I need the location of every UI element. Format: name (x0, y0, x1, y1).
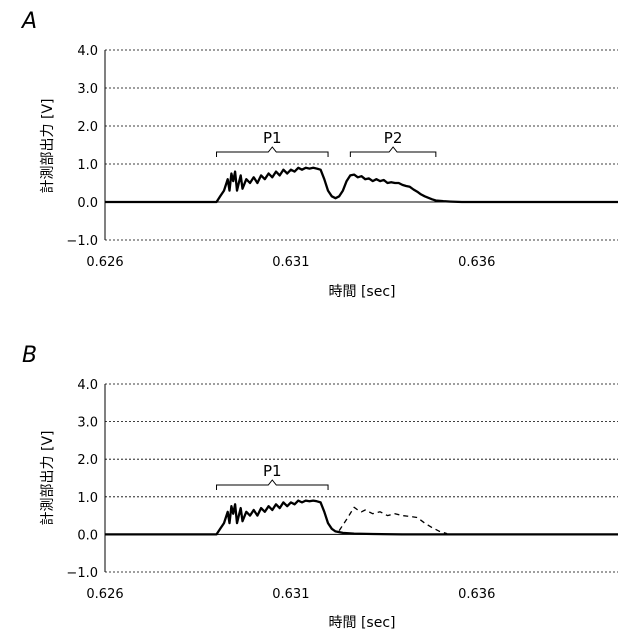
panel-b-y-tick-label: 4.0 (77, 378, 98, 393)
panel-b: B −1.0 0.0 1.0 2.0 3.0 4.0 0.626 0.631 0.636 P1… (22, 343, 618, 631)
panel-a-x-tick-label: 0.626 (86, 255, 123, 270)
figure: A −1.0 0.0 1.0 2.0 3.0 4.0 0.626 0.631 0.636 P1… (0, 0, 640, 640)
panel-b-x-axis-label: 時間 [sec] (329, 615, 396, 631)
panel-b-y-tick-label: 3.0 (77, 416, 98, 431)
panel-a-annotations: P1 P2 (217, 129, 436, 157)
panel-a-y-tick-label: 2.0 (77, 120, 98, 135)
panel-a-x-axis-label: 時間 [sec] (329, 284, 396, 300)
panel-b-series (105, 501, 618, 535)
panel-b-series-dashed (339, 507, 447, 533)
panel-a-y-ticks: −1.0 0.0 1.0 2.0 3.0 4.0 (66, 44, 98, 249)
panel-a-grid (105, 50, 618, 240)
panel-a-y-tick-label: 1.0 (77, 158, 98, 173)
panel-b-label: B (22, 343, 37, 368)
panel-b-annotation-p1: P1 (263, 462, 282, 480)
panel-b-y-tick-label: −1.0 (66, 566, 98, 581)
panel-b-bracket-p1 (217, 480, 329, 490)
panel-a-y-tick-label: −1.0 (66, 234, 98, 249)
panel-b-series-solid (105, 501, 618, 535)
panel-a-annotation-p1: P1 (263, 129, 282, 147)
panel-a-label: A (20, 9, 37, 34)
panel-b-x-tick-label: 0.636 (458, 587, 495, 602)
panel-a-x-tick-label: 0.631 (272, 255, 309, 270)
panel-a-series (105, 168, 618, 202)
panel-b-x-ticks: 0.626 0.631 0.636 (86, 587, 495, 602)
panel-a-bracket-p2 (350, 147, 436, 157)
panel-a-y-axis-label: 計測部出力 [V] (40, 99, 56, 194)
panel-b-grid (105, 384, 618, 572)
panel-b-x-tick-label: 0.631 (272, 587, 309, 602)
panel-a-annotation-p2: P2 (384, 129, 403, 147)
panel-b-x-tick-label: 0.626 (86, 587, 123, 602)
panel-a-y-tick-label: 4.0 (77, 44, 98, 59)
panel-a-x-ticks: 0.626 0.631 0.636 (86, 255, 495, 270)
panel-a-y-tick-label: 3.0 (77, 82, 98, 97)
panel-b-annotations: P1 (217, 462, 329, 490)
panel-b-y-tick-label: 2.0 (77, 453, 98, 468)
panel-b-y-tick-label: 1.0 (77, 491, 98, 506)
panel-b-y-ticks: −1.0 0.0 1.0 2.0 3.0 4.0 (66, 378, 98, 581)
panel-b-y-axis-label: 計測部出力 [V] (40, 431, 56, 526)
panel-a-y-tick-label: 0.0 (77, 196, 98, 211)
panel-a-series-solid (105, 168, 618, 202)
panel-a-bracket-p1 (217, 147, 329, 157)
panel-a-x-tick-label: 0.636 (458, 255, 495, 270)
panel-b-y-tick-label: 0.0 (77, 528, 98, 543)
panel-a: A −1.0 0.0 1.0 2.0 3.0 4.0 0.626 0.631 0.636 P1… (20, 9, 618, 300)
